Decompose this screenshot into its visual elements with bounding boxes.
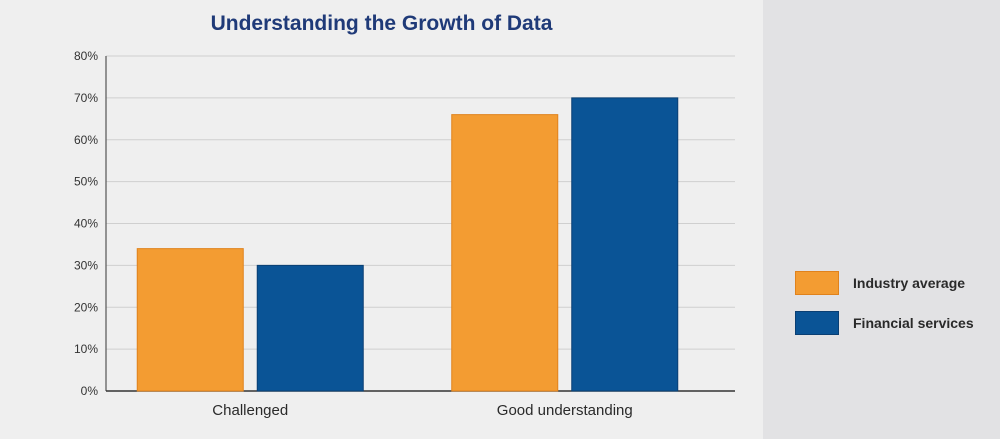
y-tick-label: 70% [74, 91, 98, 105]
y-tick-label: 30% [74, 258, 98, 272]
y-tick-label: 10% [74, 342, 98, 356]
legend-label-financial-services: Financial services [853, 315, 974, 331]
legend-swatch-industry-average [795, 271, 839, 295]
legend-label-industry-average: Industry average [853, 275, 966, 291]
legend-panel [763, 0, 1000, 439]
bar-chart: 0% 10% 20% 30% 40% 50% 60% 70% 80% Challenged Good… [74, 49, 735, 419]
bar-industry-average [136, 248, 244, 392]
bar-financial-services [571, 97, 679, 392]
bar-industry-average [451, 114, 559, 392]
chart-title: Understanding the Growth of Data [210, 12, 553, 35]
legend-item-industry-average: Industry average [795, 270, 974, 296]
legend: Industry average Financial services [795, 270, 974, 350]
legend-swatch-financial-services [795, 311, 839, 335]
x-tick-label: Good understanding [497, 402, 633, 419]
x-tick-label: Challenged [212, 402, 288, 419]
y-tick-label: 50% [74, 175, 98, 189]
y-tick-label: 80% [74, 49, 98, 63]
bar-financial-services [256, 264, 364, 392]
y-tick-label: 60% [74, 133, 98, 147]
y-tick-label: 40% [74, 217, 98, 231]
y-tick-label: 20% [74, 300, 98, 314]
legend-item-financial-services: Financial services [795, 310, 974, 336]
y-tick-label: 0% [81, 384, 99, 398]
